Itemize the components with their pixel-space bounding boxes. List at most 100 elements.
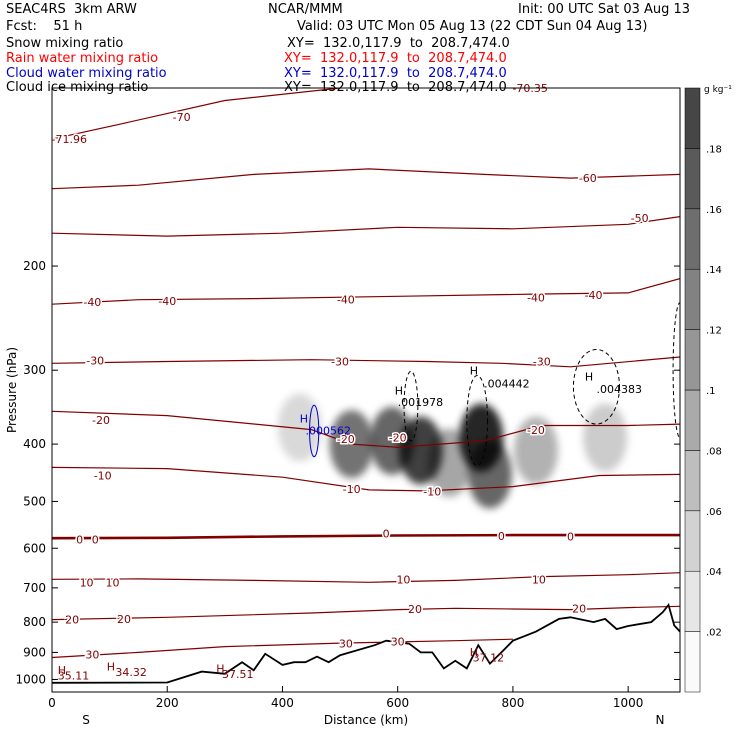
colorbar-segment-2 [684,570,701,632]
isotherm--60 [52,168,680,190]
x-tick-label-200: 200 [156,696,179,710]
max-label-3: .004442 [484,378,530,391]
field-name-snow: Snow mixing ratio [6,36,124,51]
max-h-marker-4: H [585,370,593,383]
field-xy-cloud-ice: XY= 132.0,117.9 to 208.7,474.0 [284,80,507,95]
max-h-marker-1: H [300,413,308,426]
isotherm-label--40-3: -40 [337,294,355,307]
colorbar-label-6: .12 [706,326,722,337]
x-tick-label-0: 0 [48,696,56,710]
isotherm-label--70-2: -70 [173,111,191,124]
isotherm-label--20-2: -20 [337,433,355,446]
colorbar-segment-5 [684,389,701,451]
colorbar-segment-9 [684,148,701,210]
colorbar-label-4: .08 [706,446,722,457]
colorbar-label-7: .14 [706,265,722,276]
max-label-8: 37.12 [473,651,505,664]
x-tick-label-1000: 1000 [613,696,644,710]
isotherm-label-10-1: 10 [80,576,94,589]
colorbar-label-1: .02 [706,628,722,639]
isotherm-label--10-1: -10 [94,469,112,482]
colorbar-segment-7 [684,268,701,330]
forecast-hour: Fcst: 51 h [6,19,83,34]
north-end-label: N [656,713,665,727]
snow-shading-2 [329,410,374,479]
isotherm-label--50-1: -50 [631,212,649,225]
x-axis-label: Distance (km) [324,713,408,727]
init-time: Init: 00 UTC Sat 03 Aug 13 [518,2,691,17]
colorbar-label-5: .1 [706,386,716,397]
y-tick-label-1000: 1000 [15,672,46,686]
colorbar-segment-6 [684,329,701,391]
y-axis-label: Pressure (hPa) [5,347,19,433]
colorbar-segment-4 [684,450,701,512]
max-h-marker-3: H [470,364,478,377]
y-tick-label-300: 300 [23,363,46,377]
isotherm-label-20-1: 20 [65,614,79,627]
field-xy-rain: XY= 132.0,117.9 to 208.7,474.0 [284,51,507,66]
isotherm-label-0-1: 0 [76,534,83,547]
isotherm-label--20-3: -20 [389,432,407,445]
plot-frame [51,87,681,693]
plot-content [52,88,680,692]
max-h-marker-5: H [58,664,66,677]
isotherm-label-10-4: 10 [532,573,546,586]
isotherm-label-0-2: 0 [92,534,99,547]
isotherm--50 [52,216,680,237]
max-label-2: .001978 [398,396,444,409]
cloud-ice-contour-4 [672,302,680,439]
max-label-6: 34.32 [115,666,147,679]
isotherm-label-10-3: 10 [396,574,410,587]
max-h-marker-8: H [470,646,478,659]
cloud-ice-contour-3 [572,348,621,425]
field-name-cloud-water: Cloud water mixing ratio [6,66,167,81]
field-name-cloud-ice: Cloud ice mixing ratio [6,80,149,95]
isotherm-label--20-1: -20 [92,414,110,427]
colorbar-segment-1 [684,631,701,693]
y-tick-label-500: 500 [23,494,46,508]
colorbar-label-3: .06 [706,507,722,518]
max-label-7: 37.51 [222,668,254,681]
max-label-4: .004383 [596,383,642,396]
isotherm-20 [52,605,680,621]
isotherm-label--30-1: -30 [86,355,104,368]
x-tick-label-400: 400 [271,696,294,710]
model-title: SEAC4RS 3km ARW [6,2,137,17]
max-h-marker-7: H [216,662,224,675]
colorbar-segment-8 [684,208,701,270]
isotherm-0 [52,533,680,540]
y-tick-label-600: 600 [23,541,46,555]
isotherm-label--40-1: -40 [83,296,101,309]
y-tick-label-400: 400 [23,437,46,451]
terrain-line [52,602,680,684]
isotherm-10 [52,572,680,583]
isotherm--10 [52,466,680,492]
max-h-marker-6: H [107,660,115,673]
snow-shading-8 [513,416,558,485]
snow-shading-6 [459,403,504,472]
isotherm-label--70-1: -71.96 [52,133,87,146]
cloud-ice-contour-2 [466,375,489,467]
isotherm-label-20-4: 20 [572,602,586,615]
isotherm--20 [52,410,680,448]
cloud-ice-contour-1 [403,370,419,442]
snow-shading-1 [277,393,322,462]
y-tick-label-800: 800 [23,615,46,629]
y-tick-label-900: 900 [23,645,46,659]
colorbar-segment-3 [684,510,701,572]
isotherm-label-0-5: 0 [567,530,574,543]
isotherm--40 [52,278,680,305]
south-end-label: S [82,713,90,727]
y-tick-label-700: 700 [23,581,46,595]
isotherm-label--40-2: -40 [158,295,176,308]
org-title: NCAR/MMM [268,2,343,17]
max-label-1: .000562 [306,424,352,437]
colorbar-unit: g kg⁻¹ [704,85,732,95]
isotherm-label--10-2: -10 [343,483,361,496]
isotherm-label--30-2: -30 [331,355,349,368]
snow-shading-5 [427,428,472,497]
field-xy-cloud-water: XY= 132.0,117.9 to 208.7,474.0 [284,66,507,81]
colorbar-label-9: .18 [706,144,722,155]
